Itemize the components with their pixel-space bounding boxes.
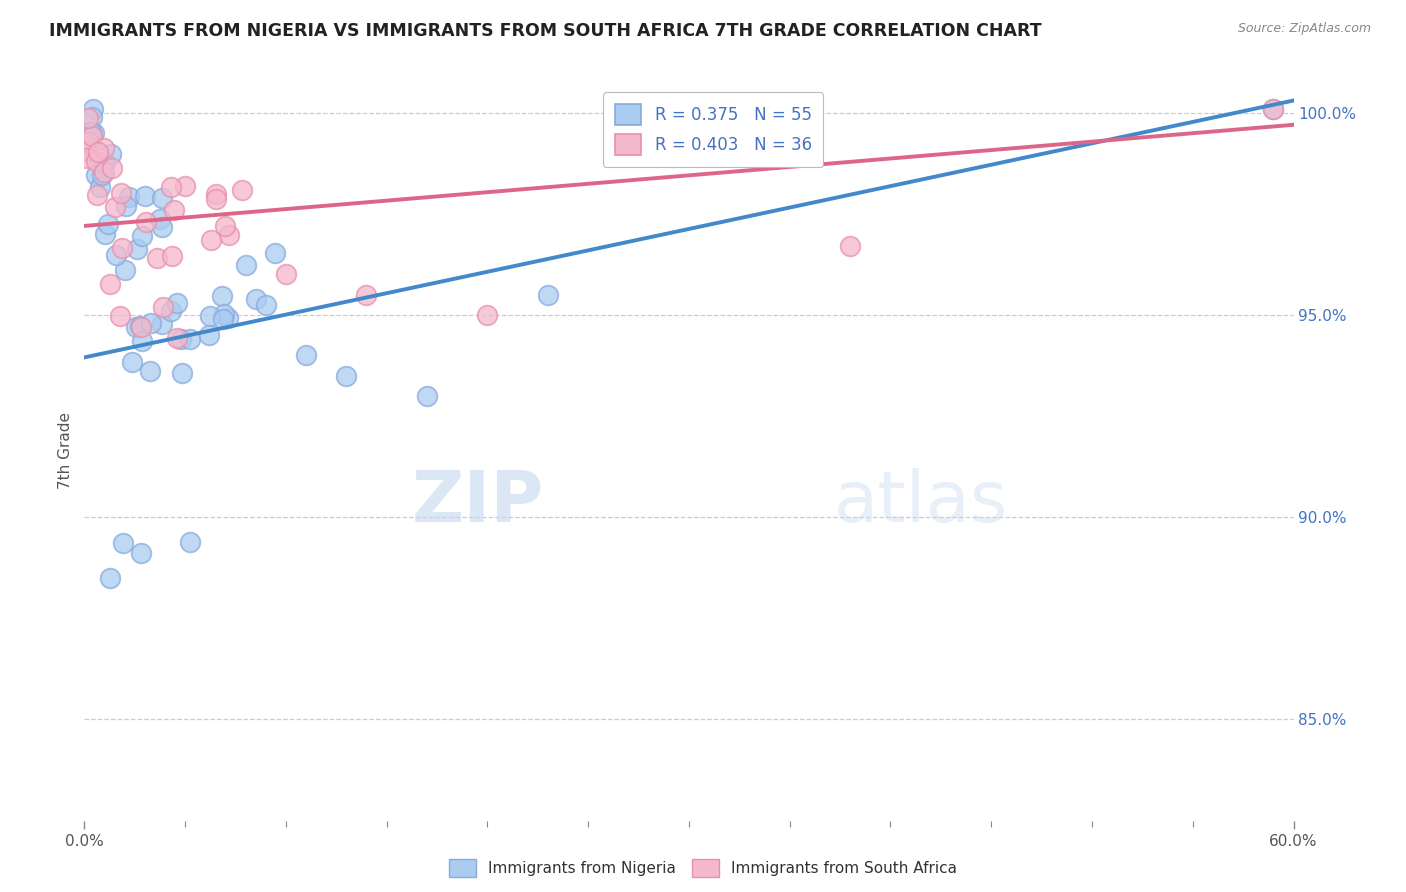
Point (295, 348, 318, 362)
Text: atlas: atlas (834, 467, 1008, 537)
Point (152, 191, 174, 205)
Point (150, 317, 173, 331)
Point (93, 141, 115, 155)
Point (98, 571, 121, 585)
Point (110, 241, 132, 255)
Point (335, 368, 357, 383)
Point (129, 319, 152, 334)
Point (77, 112, 100, 126)
Point (245, 292, 267, 306)
Point (139, 364, 162, 378)
Point (477, 308, 499, 322)
Point (214, 307, 236, 321)
Point (76, 152, 98, 166)
Point (82, 128, 104, 143)
Point (254, 298, 277, 312)
Point (135, 215, 157, 229)
Point (91, 168, 114, 182)
Point (170, 333, 193, 347)
Point (79, 137, 101, 152)
Point (159, 303, 181, 318)
Point (86, 187, 108, 202)
Point (127, 243, 149, 257)
Point (231, 184, 253, 198)
Point (93, 165, 115, 179)
Point (139, 316, 162, 330)
Point (134, 189, 156, 203)
Point (198, 309, 221, 323)
Point (1263, 102, 1285, 116)
Point (80, 125, 103, 139)
Point (173, 178, 195, 193)
Point (129, 320, 152, 334)
Point (114, 263, 136, 277)
Point (214, 219, 236, 233)
Point (76, 126, 98, 140)
Point (264, 246, 287, 260)
Point (218, 228, 240, 243)
Point (76, 144, 98, 158)
Point (205, 187, 228, 202)
Point (82, 110, 104, 124)
Point (82, 102, 104, 116)
Point (356, 287, 378, 301)
Point (179, 332, 201, 346)
Point (84, 168, 107, 182)
Legend: R = 0.375   N = 55, R = 0.403   N = 36: R = 0.375 N = 55, R = 0.403 N = 36 (603, 92, 824, 167)
Point (839, 239, 862, 253)
Point (166, 296, 188, 310)
Text: IMMIGRANTS FROM NIGERIA VS IMMIGRANTS FROM SOUTH AFRICA 7TH GRADE CORRELATION CH: IMMIGRANTS FROM NIGERIA VS IMMIGRANTS FR… (49, 22, 1042, 40)
Point (97, 217, 120, 231)
Point (416, 389, 439, 403)
Point (205, 192, 228, 206)
Legend: Immigrants from Nigeria, Immigrants from South Africa: Immigrants from Nigeria, Immigrants from… (441, 852, 965, 884)
Point (170, 366, 193, 380)
Text: Source: ZipAtlas.com: Source: ZipAtlas.com (1237, 22, 1371, 36)
Point (166, 331, 188, 345)
Point (83, 126, 105, 140)
Point (93, 227, 115, 241)
Point (149, 212, 172, 227)
Point (198, 328, 221, 343)
Point (104, 248, 127, 262)
Point (179, 535, 201, 549)
Y-axis label: 7th Grade: 7th Grade (58, 412, 73, 489)
Point (125, 319, 148, 334)
Point (131, 334, 153, 348)
Point (100, 146, 122, 161)
Point (129, 546, 152, 560)
Point (111, 535, 134, 549)
Point (101, 161, 124, 175)
Point (87, 145, 110, 159)
Point (1263, 102, 1285, 116)
Point (89, 180, 111, 194)
Point (146, 251, 169, 265)
Point (211, 289, 233, 303)
Point (93, 155, 115, 169)
Point (160, 180, 183, 194)
Point (131, 229, 153, 244)
Point (121, 355, 143, 369)
Point (77, 135, 100, 149)
Point (274, 268, 297, 282)
Point (108, 309, 131, 323)
Point (152, 300, 174, 314)
Point (200, 233, 222, 247)
Point (163, 202, 186, 217)
Point (235, 258, 257, 272)
Point (160, 249, 183, 263)
Point (98, 277, 121, 291)
Point (84, 153, 107, 168)
Point (103, 200, 125, 214)
Point (118, 190, 141, 204)
Point (217, 310, 239, 325)
Text: ZIP: ZIP (412, 467, 544, 537)
Point (150, 219, 173, 234)
Point (84, 148, 107, 162)
Point (537, 287, 560, 301)
Point (211, 312, 233, 326)
Point (115, 199, 138, 213)
Point (110, 186, 132, 200)
